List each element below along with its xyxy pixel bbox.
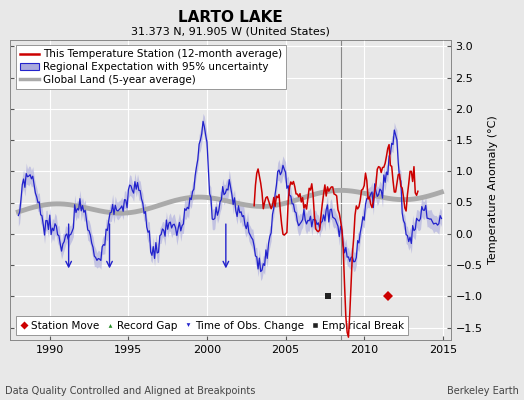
Legend: Station Move, Record Gap, Time of Obs. Change, Empirical Break: Station Move, Record Gap, Time of Obs. C… [16, 316, 408, 335]
Y-axis label: Temperature Anomaly (°C): Temperature Anomaly (°C) [488, 116, 498, 264]
Text: 31.373 N, 91.905 W (United States): 31.373 N, 91.905 W (United States) [131, 26, 330, 36]
Text: LARTO LAKE: LARTO LAKE [178, 10, 283, 25]
Text: Berkeley Earth: Berkeley Earth [447, 386, 519, 396]
Text: Data Quality Controlled and Aligned at Breakpoints: Data Quality Controlled and Aligned at B… [5, 386, 256, 396]
